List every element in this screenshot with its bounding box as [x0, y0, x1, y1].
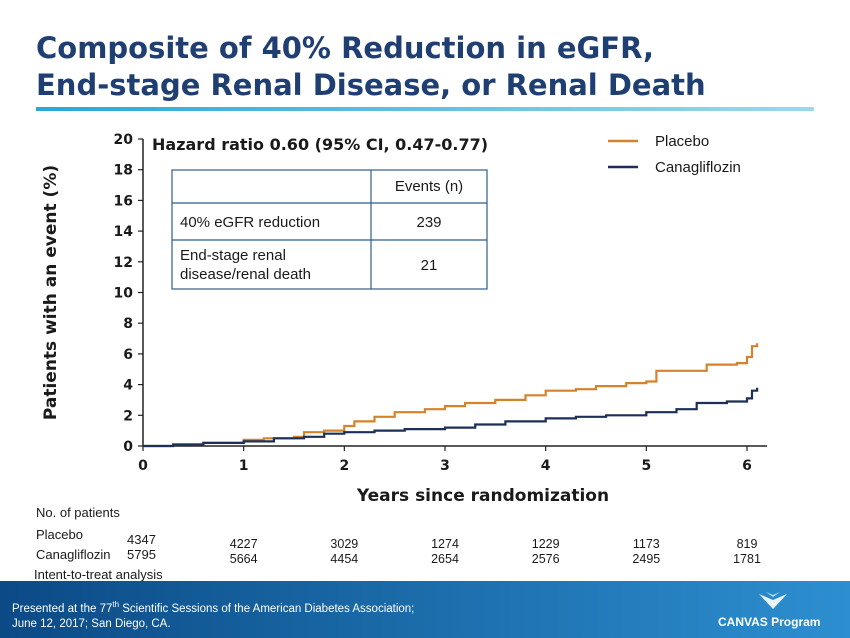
events-table-frame	[171, 169, 488, 290]
x-tick-label: 6	[742, 458, 752, 474]
slide-title-line-1: Composite of 40% Reduction in eGFR,	[36, 31, 654, 65]
footer-line1-sup: th	[112, 600, 120, 609]
x-tick-label: 5	[641, 458, 651, 474]
risk-count: 2654	[431, 552, 459, 566]
risk-count: 1229	[531, 537, 560, 551]
footer-line1-post: Scientific Sessions of the American Diab…	[119, 602, 415, 615]
chart-legend: Placebo Canagliflozin	[608, 133, 741, 176]
hazard-ratio-annotation: Hazard ratio 0.60 (95% CI, 0.47-0.77)	[152, 135, 488, 154]
footer-line2: June 12, 2017; San Diego, CA.	[12, 617, 171, 630]
events-table-header: Events (n)	[395, 178, 463, 195]
y-tick-label: 14	[114, 224, 134, 240]
risk-count: 1274	[431, 537, 459, 551]
footer-citation: Presented at the 77th Scientific Session…	[12, 597, 414, 632]
risk-label-placebo: Placebo	[36, 527, 83, 542]
x-tick-label: 4	[541, 458, 551, 474]
events-row-label-line: disease/renal death	[180, 266, 311, 283]
y-tick-label: 0	[123, 439, 133, 455]
chart-series	[143, 343, 759, 448]
y-tick-label: 4	[123, 378, 133, 394]
y-tick-label: 18	[114, 163, 133, 179]
series-line-placebo	[143, 343, 759, 448]
risk-count: 5664	[229, 552, 258, 566]
risk-start-placebo: 4347	[127, 532, 156, 547]
events-row-label: End-stage renal disease/renal death	[180, 247, 311, 283]
y-tick-label: 10	[114, 286, 134, 302]
y-tick-label: 20	[114, 132, 134, 148]
legend-label-canagliflozin: Canagliflozin	[655, 159, 741, 176]
y-tick-label: 8	[123, 316, 133, 332]
y-axis-label: Patients with an event (%)	[41, 165, 61, 420]
slide-title: Composite of 40% Reduction in eGFR, End-…	[36, 30, 706, 104]
risk-count: 1781	[733, 552, 761, 566]
events-row-value: 239	[416, 214, 441, 231]
risk-count: 2495	[632, 552, 661, 566]
x-axis-label: Years since randomization	[356, 486, 609, 506]
y-tick-label: 12	[114, 255, 133, 271]
canvas-logo-icon	[759, 592, 787, 609]
events-row-value: 21	[421, 257, 438, 274]
y-tick-label: 16	[114, 193, 133, 209]
title-underline	[36, 107, 814, 111]
x-tick-label: 0	[138, 458, 148, 474]
risk-start-canagliflozin: 5795	[127, 547, 156, 562]
x-tick-label: 3	[440, 458, 450, 474]
legend-label-placebo: Placebo	[655, 133, 709, 150]
risk-heading: No. of patients	[36, 505, 120, 520]
risk-note: Intent-to-treat analysis	[34, 567, 163, 582]
events-row-label-line: End-stage renal	[180, 247, 286, 264]
footer-bar: Presented at the 77th Scientific Session…	[0, 581, 850, 638]
slide-title-line-2: End-stage Renal Disease, or Renal Death	[36, 68, 706, 102]
risk-count: 4227	[229, 537, 258, 551]
x-tick-label: 1	[239, 458, 249, 474]
risk-count: 2576	[531, 552, 560, 566]
y-tick-label: 6	[123, 347, 133, 363]
footer-line1-pre: Presented at the 77	[12, 602, 113, 615]
risk-count: 1173	[632, 537, 660, 551]
y-tick-label: 2	[123, 408, 133, 424]
series-line-canagliflozin	[143, 387, 759, 448]
events-table: Events (n) 40% eGFR reduction 239 End-stage…	[171, 169, 488, 290]
risk-count: 3029	[330, 537, 359, 551]
risk-count: 819	[736, 537, 758, 551]
risk-label-canagliflozin: Canagliflozin	[36, 547, 111, 562]
x-tick-label: 2	[339, 458, 349, 474]
events-row-label: 40% eGFR reduction	[180, 214, 320, 231]
canvas-logo-text: CANVAS Program	[718, 615, 821, 629]
risk-count: 4454	[330, 552, 359, 566]
